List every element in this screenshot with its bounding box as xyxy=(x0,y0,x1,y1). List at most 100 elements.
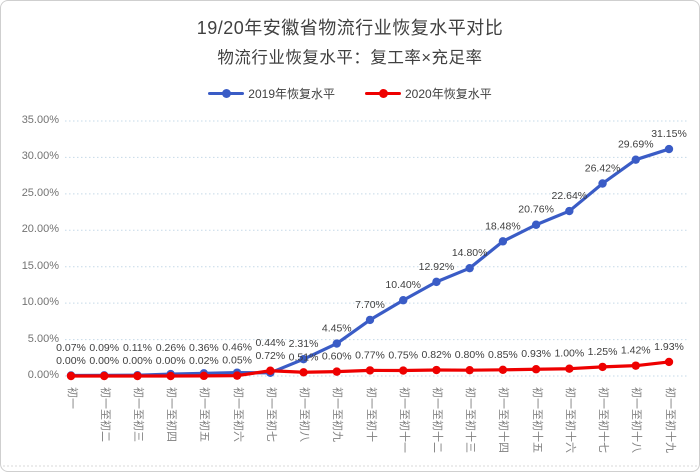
x-axis-tick-label: 初一至初九 xyxy=(331,387,344,442)
x-axis-tick-label: 初一至初二 xyxy=(98,387,111,442)
line-marker-2020-icon xyxy=(365,89,401,98)
data-label-2020: 0.02% xyxy=(189,355,219,367)
data-label-2019: 18.48% xyxy=(485,220,521,232)
data-label-2020: 0.00% xyxy=(156,355,186,367)
data-point-2019[interactable] xyxy=(498,237,508,246)
data-point-2019[interactable] xyxy=(399,296,408,305)
data-label-2020: 1.93% xyxy=(654,341,684,353)
data-label-2019: 12.92% xyxy=(419,261,455,273)
data-point-2020[interactable] xyxy=(199,371,209,381)
data-label-2019: 2.31% xyxy=(289,338,319,350)
data-point-2019[interactable] xyxy=(631,155,640,164)
legend: 2019年恢复水平 2020年恢复水平 xyxy=(1,85,699,102)
data-point-2019[interactable] xyxy=(299,354,308,364)
data-point-2019[interactable] xyxy=(432,277,441,287)
data-point-2020[interactable] xyxy=(432,365,441,375)
y-axis-tick-label: 35.00% xyxy=(21,114,59,126)
x-axis-tick-label: 初一至初十一 xyxy=(397,387,410,453)
data-label-2019: 10.40% xyxy=(385,279,421,291)
data-label-2019: 0.26% xyxy=(156,342,186,354)
data-point-2019[interactable] xyxy=(465,263,474,273)
x-axis-tick-label: 初一至初八 xyxy=(298,387,311,442)
data-point-2020[interactable] xyxy=(664,357,674,367)
data-point-2019[interactable] xyxy=(664,144,674,154)
data-label-2019: 22.64% xyxy=(552,190,588,202)
data-label-2019: 0.36% xyxy=(189,342,219,354)
data-label-2020: 0.60% xyxy=(322,351,352,363)
legend-item-2020[interactable]: 2020年恢复水平 xyxy=(365,85,492,102)
data-label-2020: 0.00% xyxy=(56,355,86,367)
data-point-2019[interactable] xyxy=(598,179,607,188)
data-label-2019: 29.69% xyxy=(618,139,654,151)
y-axis-tick-label: 5.00% xyxy=(27,332,59,345)
x-axis-tick-label: 初一至初十三 xyxy=(464,387,477,453)
x-axis-tick-label: 初一至初十四 xyxy=(497,387,510,453)
data-point-2020[interactable] xyxy=(399,366,408,375)
data-label-2019: 0.44% xyxy=(255,337,285,349)
data-label-2019: 20.76% xyxy=(518,204,554,216)
y-axis-tick-label: 0.00% xyxy=(27,369,59,381)
data-label-2019: 26.42% xyxy=(585,163,621,175)
data-label-2020: 0.51% xyxy=(289,351,319,363)
x-axis-tick-label: 初一 xyxy=(65,387,78,409)
data-label-2020: 0.72% xyxy=(255,350,285,362)
y-axis-tick-label: 15.00% xyxy=(21,259,59,272)
data-label-2019: 0.09% xyxy=(89,342,119,354)
legend-item-2019[interactable]: 2019年恢复水平 xyxy=(208,85,335,102)
data-label-2020: 1.42% xyxy=(621,345,651,357)
data-point-2019[interactable] xyxy=(531,220,541,229)
x-axis-tick-label: 初一至初十五 xyxy=(530,387,543,453)
data-point-2019[interactable] xyxy=(332,339,341,348)
data-label-2020: 0.93% xyxy=(521,348,551,360)
data-label-2020: 0.75% xyxy=(388,350,418,362)
data-label-2019: 0.46% xyxy=(222,342,252,354)
x-axis-tick-label: 初一至初十二 xyxy=(430,387,443,453)
data-label-2020: 0.85% xyxy=(488,349,518,361)
data-point-2020[interactable] xyxy=(299,368,308,377)
x-axis-tick-label: 初一至初十六 xyxy=(563,387,576,453)
data-label-2019: 0.07% xyxy=(56,342,86,354)
chart-title: 19/20年安徽省物流行业恢复水平对比 xyxy=(196,18,504,38)
data-point-2020[interactable] xyxy=(100,371,109,381)
data-point-2020[interactable] xyxy=(598,362,607,372)
legend-label-2020: 2020年恢复水平 xyxy=(405,87,492,101)
data-point-2020[interactable] xyxy=(133,371,142,381)
data-label-2019: 31.15% xyxy=(651,128,687,140)
data-label-2019: 7.70% xyxy=(355,299,385,311)
data-point-2020[interactable] xyxy=(631,361,640,370)
x-axis-tick-label: 初一至初三 xyxy=(131,387,144,442)
data-label-2020: 0.77% xyxy=(355,349,385,361)
data-label-2020: 1.25% xyxy=(588,346,618,358)
data-point-2020[interactable] xyxy=(166,371,175,381)
data-point-2020[interactable] xyxy=(66,371,76,381)
data-point-2019[interactable] xyxy=(365,315,375,325)
x-axis-tick-label: 初一至初五 xyxy=(198,387,211,442)
x-axis-tick-label: 初一至初四 xyxy=(165,387,178,442)
y-axis-tick-label: 20.00% xyxy=(21,223,59,236)
data-point-2020[interactable] xyxy=(365,366,375,375)
x-axis-tick-label: 初一至初六 xyxy=(231,387,244,442)
data-point-2020[interactable] xyxy=(565,364,574,373)
data-point-2020[interactable] xyxy=(498,365,508,375)
x-axis-tick-label: 初一至初十 xyxy=(364,387,377,442)
x-axis-tick-label: 初一至初十七 xyxy=(597,387,610,453)
x-axis-tick-label: 初一至初十九 xyxy=(663,387,676,453)
data-label-2019: 0.11% xyxy=(123,342,152,354)
data-point-2019[interactable] xyxy=(565,206,574,216)
data-label-2020: 0.80% xyxy=(455,349,485,361)
y-axis-tick-label: 25.00% xyxy=(21,186,59,199)
data-point-2020[interactable] xyxy=(465,365,474,375)
data-point-2020[interactable] xyxy=(266,366,275,375)
data-label-2019: 4.45% xyxy=(322,323,352,335)
data-label-2020: 0.00% xyxy=(89,355,119,367)
y-axis-tick-label: 10.00% xyxy=(21,296,59,309)
chart-subtitle: 物流行业恢复水平：复工率×充足率 xyxy=(217,49,483,67)
data-point-2020[interactable] xyxy=(531,365,541,374)
data-point-2020[interactable] xyxy=(232,371,242,380)
line-marker-2019-icon xyxy=(208,89,245,98)
data-label-2020: 0.82% xyxy=(422,349,452,361)
data-point-2020[interactable] xyxy=(332,367,341,376)
y-axis-tick-label: 30.00% xyxy=(21,150,59,163)
